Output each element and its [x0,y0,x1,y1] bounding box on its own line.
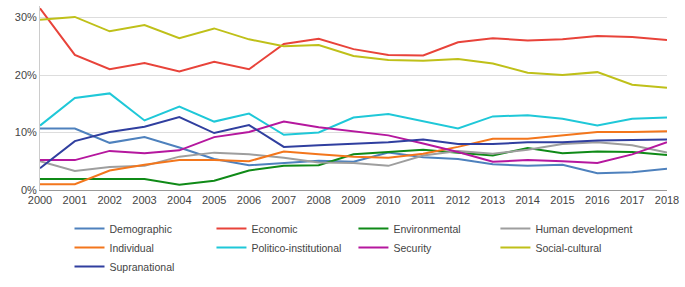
svg-text:Politico-institutional: Politico-institutional [251,242,341,254]
svg-text:Human development: Human development [535,223,632,235]
svg-text:2011: 2011 [411,194,435,206]
svg-text:2018: 2018 [655,194,679,206]
svg-text:Demographic: Demographic [110,223,172,235]
svg-text:2002: 2002 [97,194,121,206]
svg-text:Supranational: Supranational [110,261,175,273]
svg-text:2003: 2003 [132,194,156,206]
svg-text:2010: 2010 [376,194,400,206]
svg-text:30%: 30% [15,11,37,23]
svg-text:2012: 2012 [446,194,470,206]
svg-text:Social-cultural: Social-cultural [535,242,601,254]
svg-text:2000: 2000 [28,194,52,206]
svg-text:20%: 20% [15,69,37,81]
svg-text:2016: 2016 [585,194,609,206]
svg-text:2007: 2007 [272,194,296,206]
svg-text:10%: 10% [15,126,37,138]
svg-text:Security: Security [393,242,432,254]
svg-text:2015: 2015 [550,194,574,206]
svg-text:2006: 2006 [237,194,261,206]
svg-text:Environmental: Environmental [393,223,460,235]
svg-text:2005: 2005 [202,194,226,206]
svg-text:0%: 0% [21,184,37,196]
svg-text:2008: 2008 [306,194,330,206]
svg-text:2001: 2001 [63,194,87,206]
svg-text:2004: 2004 [167,194,191,206]
svg-text:Economic: Economic [251,223,297,235]
svg-text:2009: 2009 [341,194,365,206]
svg-text:2014: 2014 [515,194,539,206]
svg-text:2017: 2017 [620,194,644,206]
svg-text:2013: 2013 [481,194,505,206]
svg-text:Individual: Individual [110,242,154,254]
